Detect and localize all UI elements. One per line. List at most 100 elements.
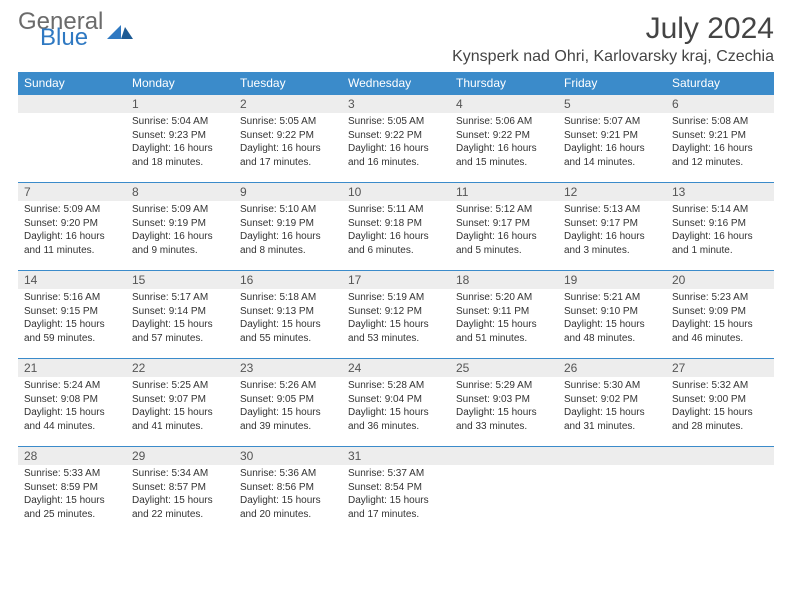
weekday-header: Friday <box>558 72 666 95</box>
day-detail-line: Daylight: 15 hours <box>564 406 660 420</box>
calendar-day-cell: 30Sunrise: 5:36 AMSunset: 8:56 PMDayligh… <box>234 447 342 535</box>
calendar-day-cell: 17Sunrise: 5:19 AMSunset: 9:12 PMDayligh… <box>342 271 450 359</box>
day-number: 14 <box>18 271 126 289</box>
day-number: 12 <box>558 183 666 201</box>
day-number <box>18 95 126 113</box>
weekday-header: Tuesday <box>234 72 342 95</box>
day-number: 22 <box>126 359 234 377</box>
calendar-day-cell <box>450 447 558 535</box>
day-detail-line: and 51 minutes. <box>456 332 552 346</box>
calendar-body: 1Sunrise: 5:04 AMSunset: 9:23 PMDaylight… <box>18 95 774 535</box>
day-detail-line: Sunset: 9:22 PM <box>240 129 336 143</box>
calendar-day-cell: 15Sunrise: 5:17 AMSunset: 9:14 PMDayligh… <box>126 271 234 359</box>
day-detail-line: Sunset: 9:03 PM <box>456 393 552 407</box>
day-number: 1 <box>126 95 234 113</box>
month-title: July 2024 <box>452 12 774 46</box>
day-detail-line: and 25 minutes. <box>24 508 120 522</box>
day-detail-line: and 20 minutes. <box>240 508 336 522</box>
day-detail-line: and 46 minutes. <box>672 332 768 346</box>
logo: General Blue <box>18 12 133 49</box>
day-detail-line: Sunset: 8:59 PM <box>24 481 120 495</box>
day-detail-line: Sunrise: 5:11 AM <box>348 203 444 217</box>
day-details: Sunrise: 5:09 AMSunset: 9:20 PMDaylight:… <box>18 201 126 261</box>
day-detail-line: Sunset: 9:17 PM <box>564 217 660 231</box>
day-detail-line: Sunrise: 5:18 AM <box>240 291 336 305</box>
day-detail-line: Sunset: 8:57 PM <box>132 481 228 495</box>
calendar-day-cell: 6Sunrise: 5:08 AMSunset: 9:21 PMDaylight… <box>666 95 774 183</box>
day-details: Sunrise: 5:05 AMSunset: 9:22 PMDaylight:… <box>342 113 450 173</box>
day-number: 11 <box>450 183 558 201</box>
day-detail-line: Daylight: 16 hours <box>240 142 336 156</box>
day-details <box>558 465 666 471</box>
calendar-day-cell: 3Sunrise: 5:05 AMSunset: 9:22 PMDaylight… <box>342 95 450 183</box>
title-block: July 2024 Kynsperk nad Ohri, Karlovarsky… <box>452 12 774 66</box>
day-detail-line: Sunset: 9:19 PM <box>132 217 228 231</box>
day-detail-line: Sunrise: 5:24 AM <box>24 379 120 393</box>
day-detail-line: Sunset: 9:08 PM <box>24 393 120 407</box>
day-details: Sunrise: 5:29 AMSunset: 9:03 PMDaylight:… <box>450 377 558 437</box>
calendar-day-cell: 21Sunrise: 5:24 AMSunset: 9:08 PMDayligh… <box>18 359 126 447</box>
calendar-day-cell: 29Sunrise: 5:34 AMSunset: 8:57 PMDayligh… <box>126 447 234 535</box>
day-number <box>450 447 558 465</box>
calendar-day-cell: 5Sunrise: 5:07 AMSunset: 9:21 PMDaylight… <box>558 95 666 183</box>
day-detail-line: Sunrise: 5:10 AM <box>240 203 336 217</box>
day-detail-line: Sunrise: 5:37 AM <box>348 467 444 481</box>
day-detail-line: Daylight: 16 hours <box>564 230 660 244</box>
day-details: Sunrise: 5:12 AMSunset: 9:17 PMDaylight:… <box>450 201 558 261</box>
day-detail-line: Sunset: 9:19 PM <box>240 217 336 231</box>
day-number: 6 <box>666 95 774 113</box>
day-number: 23 <box>234 359 342 377</box>
day-number: 3 <box>342 95 450 113</box>
day-number: 27 <box>666 359 774 377</box>
day-details: Sunrise: 5:36 AMSunset: 8:56 PMDaylight:… <box>234 465 342 525</box>
day-detail-line: Daylight: 15 hours <box>240 318 336 332</box>
day-detail-line: Sunrise: 5:08 AM <box>672 115 768 129</box>
day-number: 30 <box>234 447 342 465</box>
calendar-week-row: 7Sunrise: 5:09 AMSunset: 9:20 PMDaylight… <box>18 183 774 271</box>
day-detail-line: Sunset: 9:16 PM <box>672 217 768 231</box>
calendar-day-cell: 8Sunrise: 5:09 AMSunset: 9:19 PMDaylight… <box>126 183 234 271</box>
day-detail-line: and 53 minutes. <box>348 332 444 346</box>
day-detail-line: and 11 minutes. <box>24 244 120 258</box>
header: General Blue July 2024 Kynsperk nad Ohri… <box>18 12 774 66</box>
day-number: 2 <box>234 95 342 113</box>
day-detail-line: Sunrise: 5:29 AM <box>456 379 552 393</box>
day-detail-line: and 15 minutes. <box>456 156 552 170</box>
calendar-day-cell: 24Sunrise: 5:28 AMSunset: 9:04 PMDayligh… <box>342 359 450 447</box>
day-detail-line: Daylight: 15 hours <box>132 406 228 420</box>
day-detail-line: Sunrise: 5:21 AM <box>564 291 660 305</box>
day-detail-line: Sunset: 9:00 PM <box>672 393 768 407</box>
day-number: 17 <box>342 271 450 289</box>
location-text: Kynsperk nad Ohri, Karlovarsky kraj, Cze… <box>452 48 774 66</box>
calendar-day-cell: 23Sunrise: 5:26 AMSunset: 9:05 PMDayligh… <box>234 359 342 447</box>
day-detail-line: Sunset: 8:56 PM <box>240 481 336 495</box>
day-details: Sunrise: 5:23 AMSunset: 9:09 PMDaylight:… <box>666 289 774 349</box>
calendar-day-cell: 7Sunrise: 5:09 AMSunset: 9:20 PMDaylight… <box>18 183 126 271</box>
day-number: 15 <box>126 271 234 289</box>
day-detail-line: Daylight: 16 hours <box>132 230 228 244</box>
calendar-day-cell: 13Sunrise: 5:14 AMSunset: 9:16 PMDayligh… <box>666 183 774 271</box>
day-detail-line: Daylight: 16 hours <box>240 230 336 244</box>
day-detail-line: Sunrise: 5:30 AM <box>564 379 660 393</box>
day-detail-line: Daylight: 15 hours <box>348 494 444 508</box>
day-detail-line: Sunrise: 5:32 AM <box>672 379 768 393</box>
day-detail-line: Sunrise: 5:25 AM <box>132 379 228 393</box>
day-detail-line: Sunrise: 5:23 AM <box>672 291 768 305</box>
day-number: 28 <box>18 447 126 465</box>
day-detail-line: Sunrise: 5:12 AM <box>456 203 552 217</box>
day-details: Sunrise: 5:26 AMSunset: 9:05 PMDaylight:… <box>234 377 342 437</box>
day-number: 16 <box>234 271 342 289</box>
day-detail-line: Daylight: 16 hours <box>348 230 444 244</box>
calendar-day-cell <box>666 447 774 535</box>
day-number: 24 <box>342 359 450 377</box>
calendar-day-cell: 31Sunrise: 5:37 AMSunset: 8:54 PMDayligh… <box>342 447 450 535</box>
day-detail-line: Sunrise: 5:09 AM <box>132 203 228 217</box>
day-detail-line: Sunset: 9:12 PM <box>348 305 444 319</box>
day-details: Sunrise: 5:21 AMSunset: 9:10 PMDaylight:… <box>558 289 666 349</box>
calendar-day-cell: 14Sunrise: 5:16 AMSunset: 9:15 PMDayligh… <box>18 271 126 359</box>
day-detail-line: Daylight: 15 hours <box>672 406 768 420</box>
day-detail-line: and 18 minutes. <box>132 156 228 170</box>
weekday-header: Sunday <box>18 72 126 95</box>
day-detail-line: Sunrise: 5:06 AM <box>456 115 552 129</box>
day-detail-line: Daylight: 15 hours <box>240 406 336 420</box>
